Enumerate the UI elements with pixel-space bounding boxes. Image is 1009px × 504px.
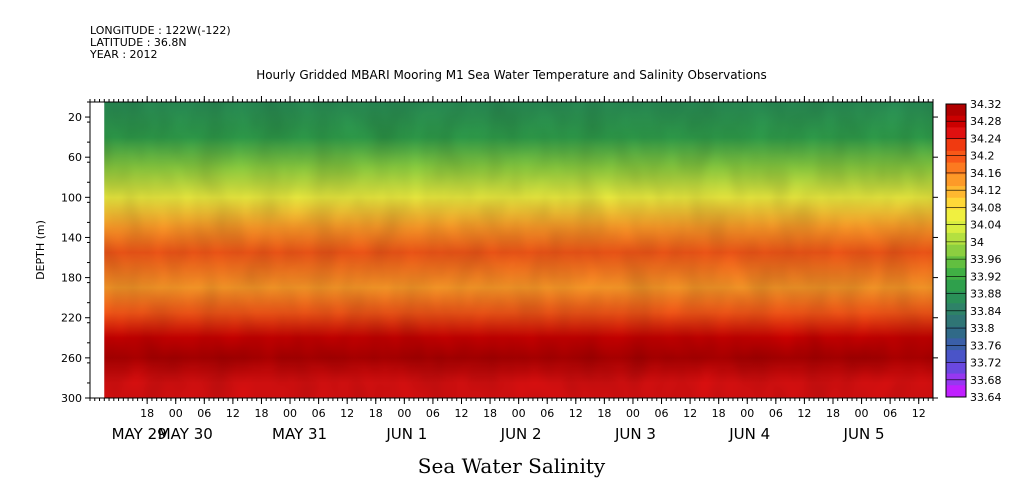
chart-subtitle: Sea Water Salinity [417, 454, 606, 478]
x-tick-label: 00 [283, 407, 297, 420]
x-tick-label: 18 [254, 407, 268, 420]
plot-area [89, 101, 934, 399]
year-label: YEAR : 2012 [90, 48, 158, 61]
colorbar-swatch [946, 162, 966, 175]
x-tick-label: 00 [740, 407, 754, 420]
colorbar-swatch [946, 244, 966, 257]
colorbar-swatch [946, 104, 966, 117]
colorbar-label: 33.72 [970, 357, 1002, 370]
colorbar-swatch [946, 150, 966, 164]
x-tick-label: 18 [826, 407, 840, 420]
x-axis: 18 00 06 12 18 00 06 12 18 00 06 12 18 00 06 12 18 00 06 12… [89, 96, 934, 443]
longitude-label: LONGITUDE : 122W(-122) [90, 24, 231, 37]
colorbar-label: 33.84 [970, 305, 1002, 318]
colorbar: 34.32 34.28 34.24 34.2 34.16 34.12 34.08 34.04 3… [945, 98, 1002, 404]
y-tick-label: 140 [61, 231, 82, 244]
colorbar-label: 34.32 [970, 98, 1002, 111]
x-tick-label: 12 [797, 407, 811, 420]
y-tick-label: 60 [68, 151, 82, 164]
x-tick-label: 06 [540, 407, 554, 420]
colorbar-swatch [946, 186, 966, 199]
x-date-label: MAY 31 [272, 425, 327, 443]
x-tick-label: 00 [397, 407, 411, 420]
colorbar-label: 34.24 [970, 132, 1002, 145]
x-tick-label: 00 [626, 407, 640, 420]
colorbar-label: 33.64 [970, 391, 1002, 404]
y-tick-label: 300 [61, 392, 82, 405]
colorbar-swatch [946, 174, 966, 187]
y-axis-label: DEPTH (m) [34, 220, 47, 280]
y-tick-label: 260 [61, 352, 82, 365]
colorbar-swatch [946, 350, 966, 363]
x-date-label: MAY 30 [158, 425, 213, 443]
salinity-texture [104, 102, 933, 398]
x-tick-label: 00 [512, 407, 526, 420]
colorbar-swatch [946, 221, 966, 234]
x-date-label: JUN 1 [385, 425, 427, 443]
x-tick-label: 18 [140, 407, 154, 420]
x-tick-label: 12 [340, 407, 354, 420]
x-date-label: JUN 3 [614, 425, 656, 443]
colorbar-swatch [946, 338, 966, 351]
colorbar-swatch [946, 209, 966, 222]
latitude-label: LATITUDE : 36.8N [90, 36, 187, 49]
colorbar-label: 34.16 [970, 167, 1002, 180]
x-tick-label: 12 [912, 407, 926, 420]
colorbar-swatch [946, 268, 966, 281]
x-tick-label: 18 [597, 407, 611, 420]
colorbar-label: 33.96 [970, 253, 1002, 266]
colorbar-label: 33.88 [970, 288, 1002, 301]
x-tick-label: 12 [569, 407, 583, 420]
colorbar-label: 34 [970, 236, 984, 249]
colorbar-label: 34.2 [970, 150, 995, 163]
x-tick-label: 18 [483, 407, 497, 420]
x-date-label: JUN 5 [843, 425, 885, 443]
y-tick-label: 180 [61, 272, 82, 285]
colorbar-swatch [946, 256, 966, 269]
colorbar-swatch [946, 232, 966, 246]
x-tick-label: 12 [683, 407, 697, 420]
x-tick-label: 06 [426, 407, 440, 420]
x-tick-label: 00 [855, 407, 869, 420]
y-tick-label: 220 [61, 312, 82, 325]
chart-title: Hourly Gridded MBARI Mooring M1 Sea Wate… [256, 68, 767, 82]
colorbar-label: 33.76 [970, 339, 1002, 352]
x-tick-label: 18 [369, 407, 383, 420]
colorbar-label: 33.68 [970, 374, 1002, 387]
y-axis: 20 60 100 140 180 220 260 300 [61, 101, 938, 405]
x-tick-label: 12 [454, 407, 468, 420]
colorbar-swatch [946, 115, 966, 128]
colorbar-label: 34.04 [970, 219, 1002, 232]
colorbar-swatch [946, 385, 966, 398]
colorbar-label: 34.28 [970, 115, 1002, 128]
y-tick-label: 100 [61, 191, 82, 204]
colorbar-swatch [946, 279, 966, 293]
colorbar-swatch [946, 197, 966, 210]
x-date-label: JUN 2 [500, 425, 542, 443]
colorbar-swatch [946, 361, 966, 375]
colorbar-label: 34.08 [970, 201, 1002, 214]
x-tick-label: 06 [655, 407, 669, 420]
colorbar-swatch [946, 314, 966, 328]
x-tick-label: 06 [769, 407, 783, 420]
x-tick-label: 06 [883, 407, 897, 420]
x-tick-label: 00 [169, 407, 183, 420]
colorbar-swatch [946, 291, 966, 304]
colorbar-swatch [946, 127, 966, 140]
colorbar-swatch [946, 139, 966, 152]
x-tick-label: 18 [712, 407, 726, 420]
plot-frame [89, 101, 934, 399]
y-tick-label: 20 [68, 111, 82, 124]
colorbar-label: 33.92 [970, 270, 1002, 283]
x-date-label: MAY 29 [112, 425, 167, 443]
colorbar-swatch [946, 326, 966, 339]
x-tick-label: 06 [197, 407, 211, 420]
x-tick-label: 12 [226, 407, 240, 420]
colorbar-label: 33.8 [970, 322, 995, 335]
colorbar-label: 34.12 [970, 184, 1002, 197]
x-date-label: JUN 4 [728, 425, 770, 443]
colorbar-swatch [946, 303, 966, 316]
x-tick-label: 06 [312, 407, 326, 420]
